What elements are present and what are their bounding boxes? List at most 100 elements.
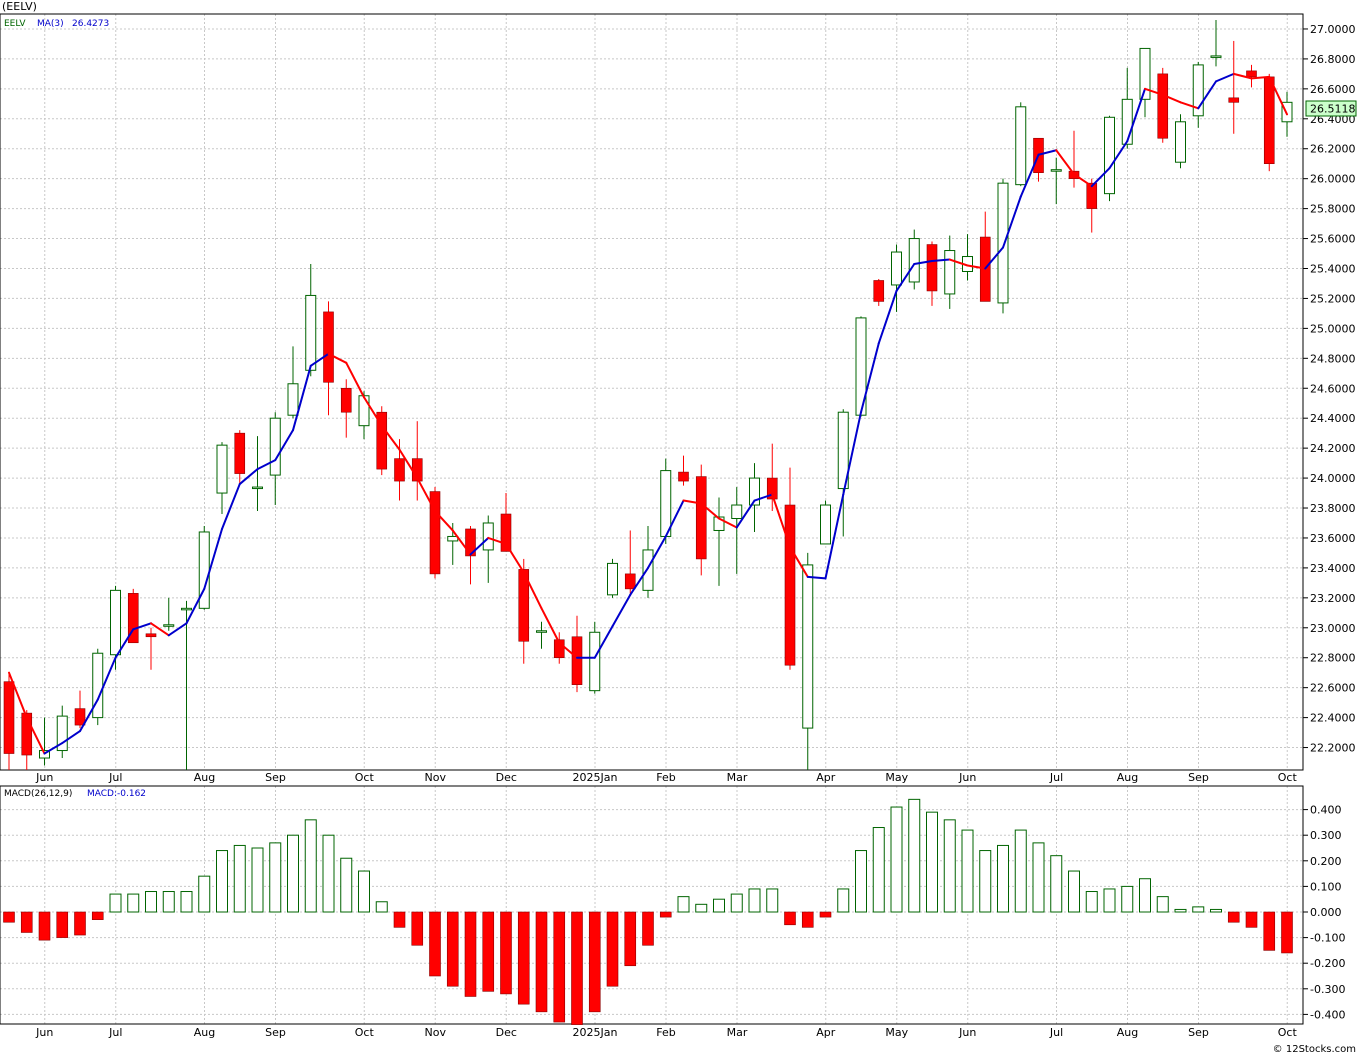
ma-segment	[1090, 167, 1111, 188]
candle-body	[1139, 47, 1151, 100]
price-tick-label: 26.8000	[1310, 53, 1356, 66]
candle	[678, 455, 689, 486]
candle-body	[465, 528, 476, 557]
ma-segment	[150, 622, 170, 637]
macd-tick-label: 0.100	[1310, 880, 1342, 893]
macd-bar	[624, 911, 637, 967]
macd-bar	[517, 911, 530, 1005]
candle	[553, 632, 565, 664]
ma-segment	[1197, 80, 1217, 110]
candle	[713, 497, 725, 586]
price-tick-label: 26.2000	[1310, 143, 1356, 156]
candle-body	[908, 238, 920, 283]
candle	[287, 346, 299, 419]
price-x-tick-label: Sep	[265, 771, 286, 784]
candle	[127, 588, 139, 644]
macd-bar	[1139, 878, 1151, 913]
price-x-tick-label: Mar	[727, 771, 748, 784]
price-tick-label: 22.2000	[1310, 742, 1356, 755]
ma-segment	[735, 499, 756, 529]
ma-segment	[327, 352, 348, 364]
macd-bar	[1032, 842, 1045, 913]
macd-tick-label: -0.300	[1310, 983, 1345, 996]
macd-tick-label: -0.400	[1310, 1008, 1345, 1021]
candle-body	[269, 417, 281, 476]
macd-bar	[482, 911, 495, 992]
macd-x-tick-label: Jun	[35, 1026, 53, 1039]
price-tick-label: 23.2000	[1310, 592, 1356, 605]
ma-segment	[221, 483, 241, 530]
candle-body	[678, 471, 689, 482]
price-tick-label: 24.8000	[1310, 352, 1356, 365]
candle	[518, 558, 530, 664]
macd-bar	[393, 911, 406, 928]
macd-bar	[535, 911, 548, 1013]
macd-bar	[961, 829, 974, 913]
candle	[110, 585, 121, 670]
price-x-tick-label: Jul	[108, 771, 122, 784]
candle-body	[56, 715, 68, 752]
candle	[908, 229, 920, 290]
ma-segment	[860, 342, 880, 414]
macd-bar	[588, 911, 601, 1013]
candle-body	[1228, 97, 1240, 103]
candle-body	[252, 486, 263, 490]
macd-bar	[375, 901, 388, 913]
macd-bar	[1068, 870, 1080, 913]
macd-bar	[198, 875, 211, 913]
candle-body	[944, 250, 956, 295]
macd-x-tick-label: Feb	[656, 1026, 675, 1039]
candle-body	[181, 607, 192, 611]
candle-body	[660, 470, 672, 537]
price-tick-label: 22.8000	[1310, 652, 1356, 665]
candle	[429, 487, 441, 579]
ma-segment	[522, 571, 543, 610]
macd-x-tick-label: Aug	[194, 1026, 215, 1039]
candle-body	[553, 639, 565, 659]
ma-segment	[487, 536, 507, 545]
candle	[571, 615, 583, 693]
ma-segment	[931, 258, 951, 263]
macd-bar	[464, 911, 477, 997]
macd-bar	[1050, 855, 1063, 913]
macd-x-tick-label: Sep	[265, 1026, 286, 1039]
candle-body	[713, 516, 725, 531]
macd-bar	[1103, 888, 1116, 913]
price-x-tick-label: Aug	[1117, 771, 1138, 784]
macd-x-tick-label: Oct	[355, 1026, 375, 1039]
ma-segment	[132, 622, 152, 631]
ma-segment	[345, 361, 365, 399]
candle-body	[589, 631, 601, 692]
price-tick-label: 22.4000	[1310, 712, 1356, 725]
price-tick-label: 22.6000	[1310, 682, 1356, 695]
ma-segment	[842, 411, 862, 496]
ma-segment	[895, 263, 916, 292]
candle	[1175, 114, 1186, 169]
candle-body	[837, 411, 849, 490]
macd-bar	[819, 911, 832, 918]
last-price-label: 26.5118	[1310, 103, 1356, 116]
candle-body	[323, 311, 334, 383]
macd-bar	[429, 911, 441, 977]
candle-body	[1015, 106, 1027, 186]
macd-bar	[1281, 911, 1293, 954]
ma-segment	[380, 424, 401, 451]
macd-bar	[1263, 911, 1276, 951]
macd-bar	[571, 911, 583, 1025]
candle-body	[997, 182, 1009, 304]
macd-bar	[287, 834, 299, 913]
candle-body	[287, 383, 299, 416]
macd-x-tick-label: Jul	[1049, 1026, 1063, 1039]
legend-macd-value: MACD:-0.162	[87, 789, 146, 799]
candle	[1139, 47, 1151, 118]
ma-segment	[877, 289, 898, 345]
price-tick-label: 25.4000	[1310, 262, 1356, 275]
candle	[749, 463, 760, 532]
candle	[145, 627, 157, 670]
candle	[1228, 40, 1240, 134]
candle-body	[1175, 121, 1186, 163]
ma-segment	[1144, 87, 1164, 96]
candle	[766, 443, 778, 512]
candle-body	[376, 411, 388, 470]
ma-segment	[61, 730, 81, 745]
